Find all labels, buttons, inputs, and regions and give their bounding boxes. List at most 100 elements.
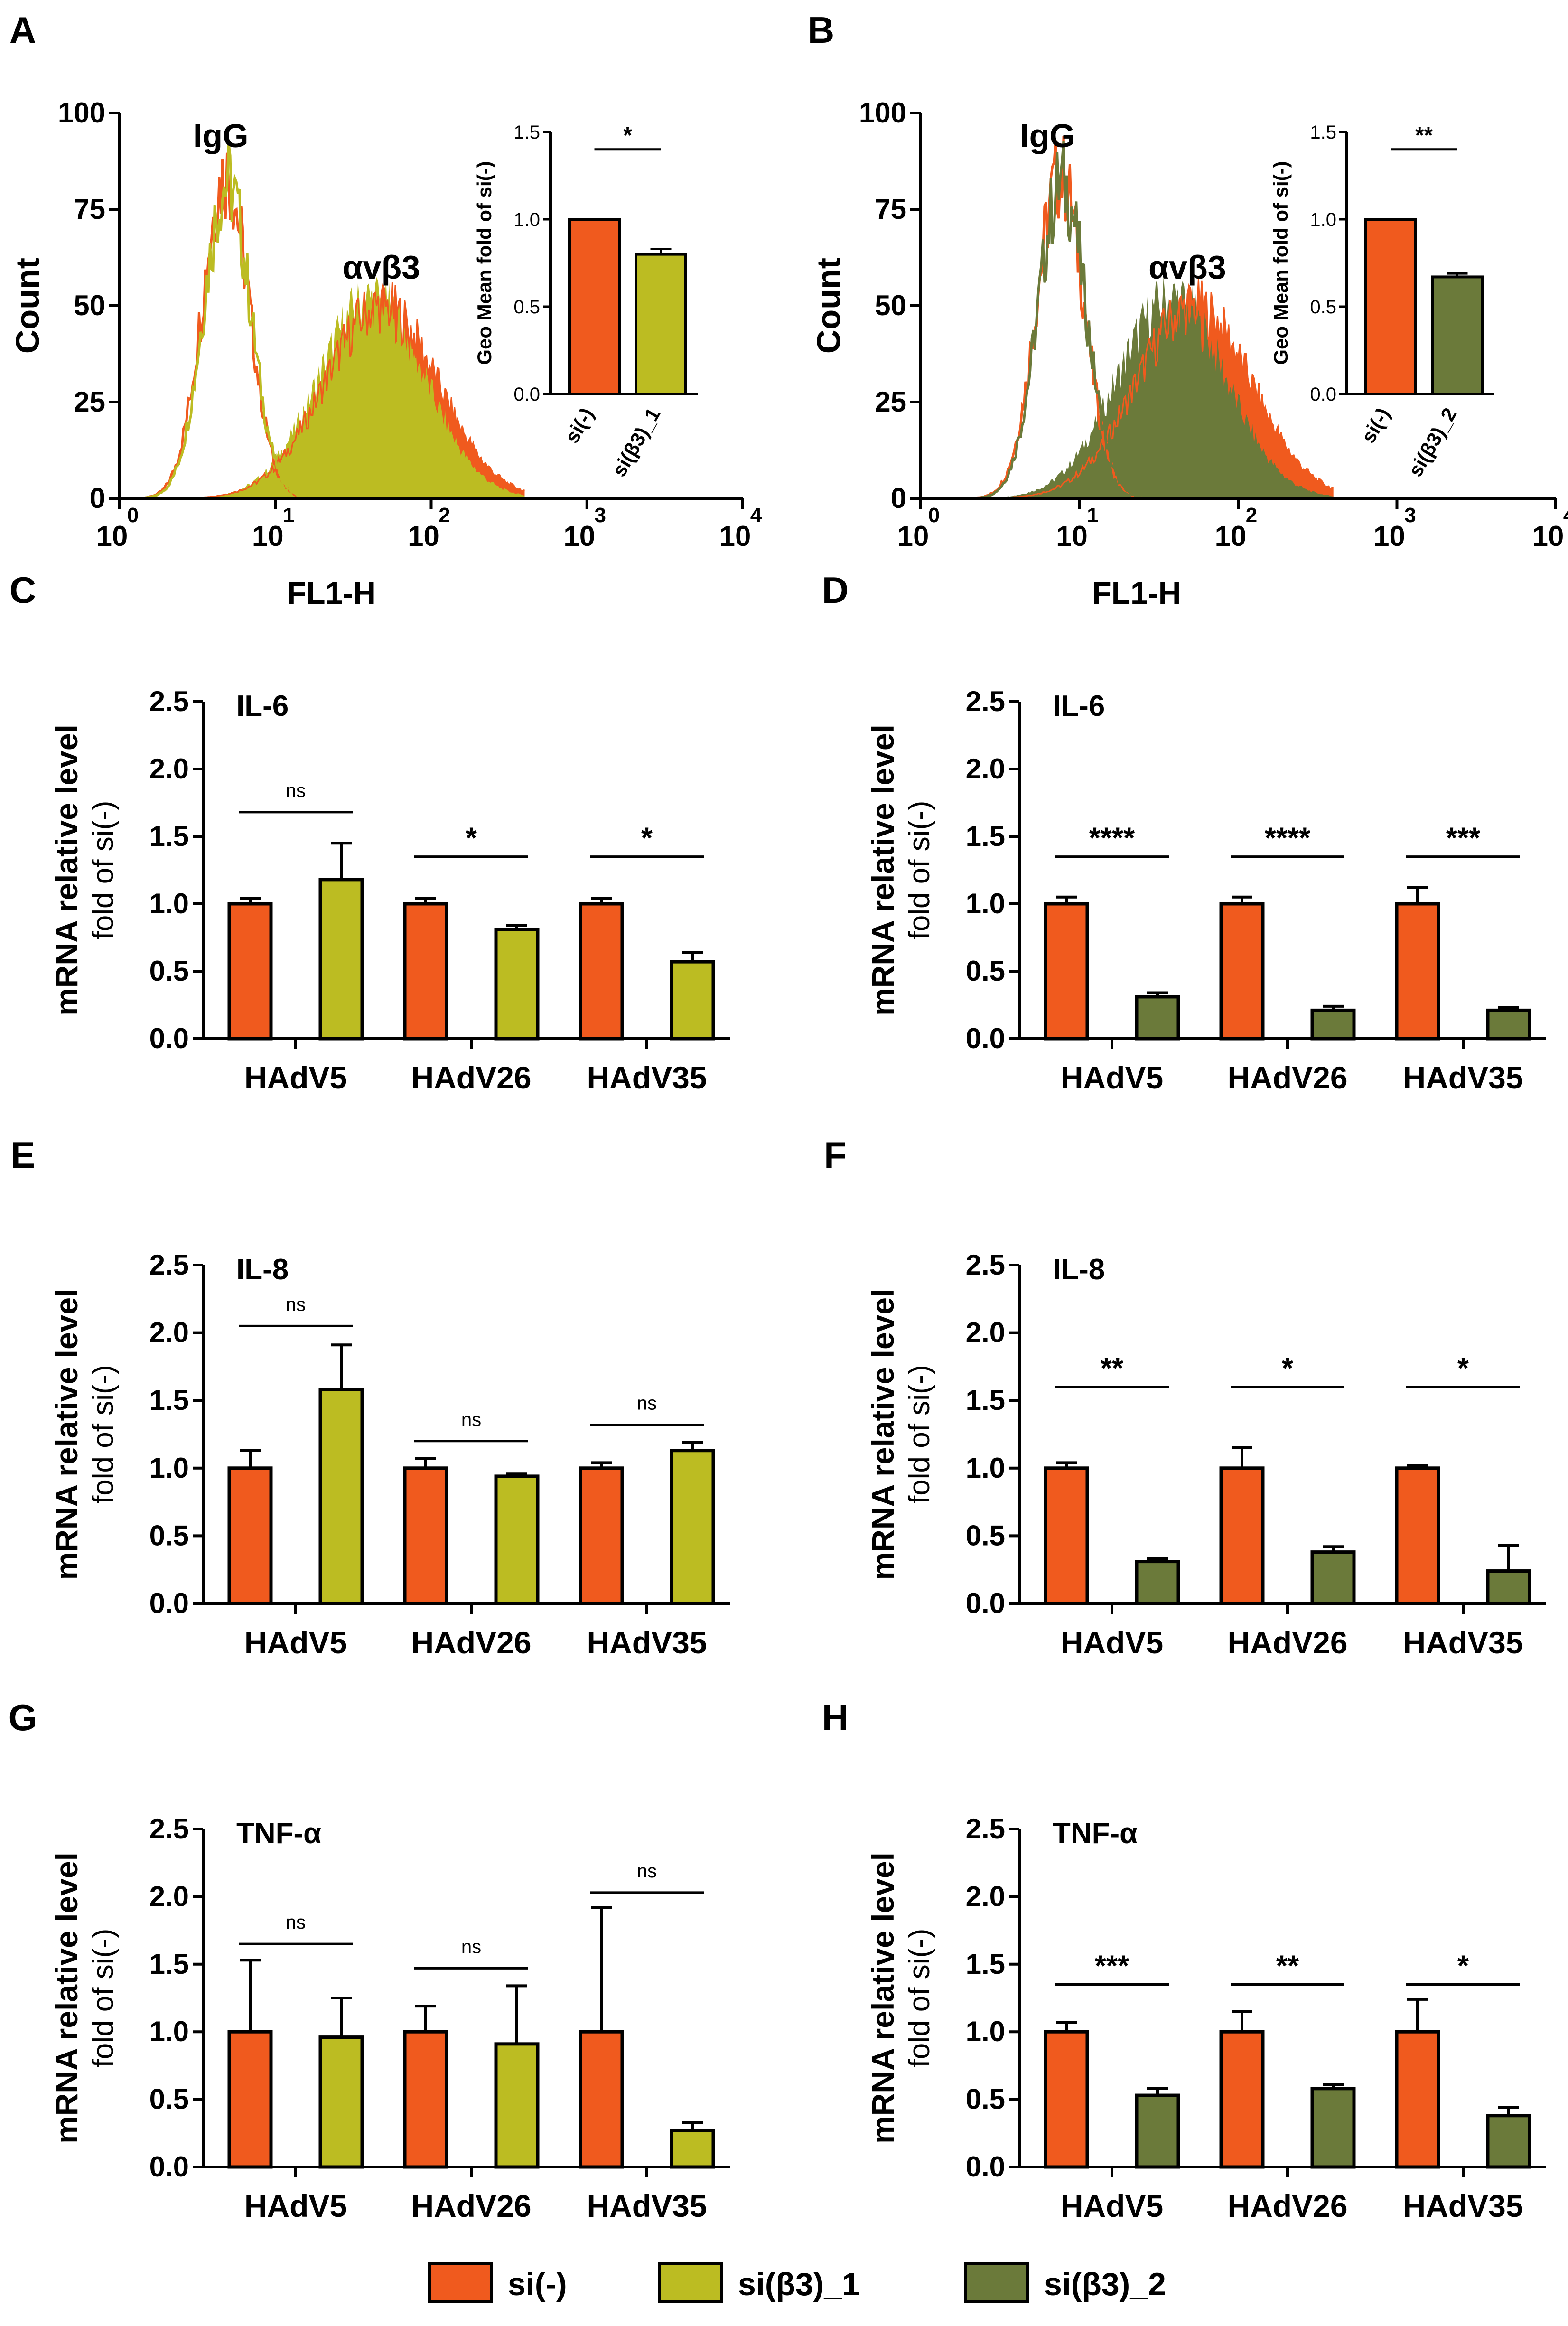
bar-knockdown bbox=[494, 1474, 540, 1605]
avb3-label: αvβ3 bbox=[1148, 249, 1226, 286]
chart-panel-g: G 0.0 0.5 1.0 1.5 2.0 2.5 mRNA relative level fo… bbox=[9, 1697, 730, 2223]
inset-y-tick-label: 1.5 bbox=[1310, 122, 1336, 143]
x-category-label: HAdV26 bbox=[1227, 1625, 1347, 1660]
x-tick-exp: 0 bbox=[127, 504, 139, 527]
y-axis-label-main: mRNA relative level bbox=[49, 724, 84, 1016]
sig-label: * bbox=[1457, 1950, 1469, 1983]
y-tick-label: 1.5 bbox=[966, 820, 1005, 852]
y-tick-label: 0.5 bbox=[149, 1519, 189, 1551]
sig-label: **** bbox=[1265, 822, 1311, 855]
y-axis-label: Count bbox=[9, 258, 46, 354]
panel-letter: H bbox=[822, 1697, 849, 1738]
legend-label: si(β3)_1 bbox=[738, 2266, 860, 2302]
y-axis-label-main: mRNA relative level bbox=[865, 724, 900, 1016]
sig-label: ** bbox=[1101, 1352, 1124, 1385]
y-tick-label: 75 bbox=[875, 193, 906, 225]
x-tick-label: 10 bbox=[1532, 520, 1564, 552]
y-tick-label: 1.5 bbox=[966, 1948, 1005, 1980]
y-tick-label: 0.5 bbox=[149, 955, 189, 987]
sig-label: * bbox=[641, 822, 653, 855]
inset-category-label: si(-) bbox=[1357, 404, 1394, 447]
x-category-label: HAdV35 bbox=[587, 1625, 707, 1660]
bar-control bbox=[227, 1466, 273, 1605]
chart-panel-e: E 0.0 0.5 1.0 1.5 2.0 2.5 mRNA relative level fo… bbox=[10, 1134, 730, 1660]
y-tick-label: 0.0 bbox=[966, 1022, 1005, 1054]
x-category-label: HAdV35 bbox=[587, 2188, 707, 2223]
y-tick-label: 2.0 bbox=[966, 1317, 1005, 1349]
y-tick-label: 2.5 bbox=[149, 1813, 189, 1845]
x-tick-label: 10 bbox=[1373, 520, 1405, 552]
inset-y-tick-label: 0.5 bbox=[1310, 297, 1336, 318]
panel-letter: B bbox=[808, 9, 834, 51]
inset-y-label: Geo Mean fold of si(-) bbox=[1269, 161, 1292, 365]
legend-item-0: si(-) bbox=[428, 2262, 567, 2303]
inset-category-label: si(β3)_1 bbox=[607, 404, 664, 480]
legend-item-1: si(β3)_1 bbox=[658, 2262, 860, 2303]
x-tick-exp: 1 bbox=[283, 504, 294, 527]
y-tick-label: 75 bbox=[74, 193, 105, 225]
chart-panel-d: D 0.0 0.5 1.0 1.5 2.0 2.5 mRNA relative level fo… bbox=[822, 569, 1546, 1095]
y-tick-label: 0.0 bbox=[149, 2151, 189, 2183]
y-tick-label: 0.0 bbox=[149, 1587, 189, 1619]
y-tick-label: 2.5 bbox=[966, 1249, 1005, 1281]
sig-label: ns bbox=[637, 1861, 657, 1882]
legend-label: si(β3)_2 bbox=[1044, 2266, 1166, 2302]
sig-label: ns bbox=[461, 1409, 481, 1430]
y-tick-label: 1.0 bbox=[149, 2016, 189, 2047]
y-tick-label: 0.5 bbox=[966, 1519, 1005, 1551]
x-tick-exp: 4 bbox=[750, 504, 762, 527]
x-tick-exp: 2 bbox=[439, 504, 450, 527]
inset-category-label: si(β3)_2 bbox=[1404, 404, 1461, 480]
chart-title: TNF-α bbox=[236, 1817, 321, 1850]
bar-knockdown bbox=[670, 960, 715, 1041]
x-category-label: HAdV5 bbox=[244, 1625, 347, 1660]
y-tick-label: 1.5 bbox=[149, 820, 189, 852]
y-axis-label-sub: fold of si(-) bbox=[87, 1365, 120, 1504]
sig-label: ** bbox=[1276, 1950, 1299, 1983]
bar-control bbox=[579, 1466, 624, 1605]
y-tick-label: 2.0 bbox=[966, 753, 1005, 785]
inset-y-tick-label: 1.0 bbox=[513, 209, 540, 230]
y-tick-label: 1.0 bbox=[966, 1452, 1005, 1484]
y-axis-label-sub: fold of si(-) bbox=[903, 801, 936, 940]
y-tick-label: 0.0 bbox=[966, 2151, 1005, 2183]
y-tick-label: 0.5 bbox=[149, 2083, 189, 2115]
y-tick-label: 1.0 bbox=[149, 1452, 189, 1484]
y-tick-label: 0 bbox=[90, 482, 105, 514]
bar-knockdown bbox=[1310, 2087, 1356, 2169]
y-tick-label: 1.0 bbox=[966, 888, 1005, 919]
y-tick-label: 100 bbox=[58, 97, 105, 129]
y-tick-label: 2.0 bbox=[966, 1880, 1005, 1912]
avb3-treat-histogram bbox=[921, 276, 1334, 498]
bar-control bbox=[1044, 902, 1089, 1041]
sig-label: ns bbox=[286, 1912, 306, 1933]
chart-panel-f: F 0.0 0.5 1.0 1.5 2.0 2.5 mRNA relative level fo… bbox=[824, 1134, 1546, 1660]
x-category-label: HAdV35 bbox=[1403, 1625, 1523, 1660]
inset-y-tick-label: 1.0 bbox=[1310, 209, 1336, 230]
bar-control bbox=[1219, 1466, 1265, 1605]
y-tick-label: 1.0 bbox=[966, 2016, 1005, 2047]
y-tick-label: 1.5 bbox=[149, 1384, 189, 1416]
y-tick-label: 100 bbox=[859, 97, 906, 129]
panel-letter: A bbox=[9, 9, 36, 51]
avb3-label: αvβ3 bbox=[343, 249, 420, 286]
x-category-label: HAdV35 bbox=[1403, 2188, 1523, 2223]
igg-label: IgG bbox=[1020, 117, 1075, 154]
x-tick-label: 10 bbox=[1056, 520, 1088, 552]
bar-knockdown bbox=[1310, 1008, 1356, 1041]
y-axis-label: Count bbox=[810, 258, 847, 354]
x-tick-exp: 3 bbox=[1404, 504, 1416, 527]
bar-knockdown bbox=[1486, 1569, 1531, 1605]
y-tick-label: 1.5 bbox=[966, 1384, 1005, 1416]
bar-knockdown bbox=[1310, 1550, 1356, 1605]
y-axis-label-main: mRNA relative level bbox=[49, 1289, 84, 1580]
x-tick-label: 10 bbox=[252, 520, 284, 552]
bar-knockdown bbox=[1135, 2093, 1180, 2169]
bar-control bbox=[1219, 902, 1265, 1041]
y-axis-label-sub: fold of si(-) bbox=[87, 1929, 120, 2068]
y-tick-label: 1.5 bbox=[149, 1948, 189, 1980]
y-tick-label: 0.0 bbox=[966, 1587, 1005, 1619]
bar-control bbox=[403, 2030, 448, 2169]
chart-panel-c: C 0.0 0.5 1.0 1.5 2.0 2.5 mRNA relative level fo… bbox=[9, 569, 730, 1095]
